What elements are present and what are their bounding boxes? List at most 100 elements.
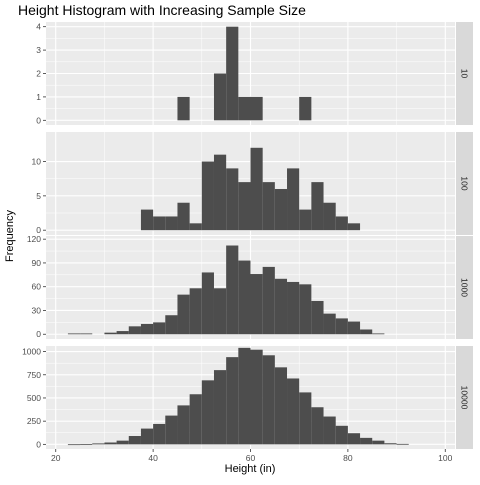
histogram-bar (287, 282, 299, 334)
y-tick-label: 0 (36, 439, 41, 449)
histogram-bar (299, 284, 311, 334)
histogram-bar (251, 350, 263, 445)
histogram-bar (263, 267, 275, 334)
histogram-bar (80, 444, 92, 445)
histogram-bar (117, 441, 129, 445)
histogram-bar (275, 279, 287, 334)
histogram-bar (238, 348, 250, 445)
histogram-bar (251, 274, 263, 334)
histogram-bar (238, 97, 250, 120)
x-tick-label: 60 (246, 453, 256, 463)
x-tick-label: 80 (343, 453, 353, 463)
y-tick-label: 10 (32, 157, 42, 167)
histogram-bar (384, 443, 396, 444)
histogram-bar (153, 216, 165, 230)
y-tick-label: 0 (36, 115, 41, 125)
x-tick-label: 100 (438, 453, 452, 463)
y-tick-label: 2 (36, 69, 41, 79)
chart-title: Height Histogram with Increasing Sample … (18, 2, 306, 18)
histogram-bar (129, 326, 141, 334)
histogram-bar (68, 444, 80, 445)
histogram-bar (129, 436, 141, 444)
histogram-bar (226, 246, 238, 335)
histogram-bar (275, 367, 287, 444)
x-tick-label: 40 (148, 453, 158, 463)
y-tick-label: 0 (36, 329, 41, 339)
histogram-bar (165, 315, 177, 334)
facet-panel-10: 0 1 2 3 4 10 (36, 22, 473, 126)
histogram-bar (263, 182, 275, 230)
histogram-bar (214, 370, 226, 444)
y-tick-label: 750 (27, 370, 41, 380)
histogram-bar (226, 168, 238, 230)
histogram-bar (360, 329, 372, 334)
facet-panel-100: 0 5 10 100 (32, 132, 473, 235)
histogram-bar (141, 210, 153, 231)
histogram-bar (165, 416, 177, 445)
histogram-bar (336, 318, 348, 334)
y-tick-label: 60 (32, 282, 42, 292)
histogram-bar (153, 322, 165, 334)
histogram-bar (226, 27, 238, 121)
y-tick-label: 3 (36, 45, 41, 55)
facet-strip-label: 10000 (460, 386, 470, 410)
histogram-bar (360, 438, 372, 444)
histogram-bar (263, 355, 275, 444)
histogram-bar (177, 97, 189, 120)
histogram-bar (311, 407, 323, 444)
y-tick-label: 120 (27, 234, 41, 244)
y-tick-label: 30 (32, 305, 42, 315)
histogram-bar (190, 394, 202, 444)
histogram-bar (397, 444, 409, 445)
y-tick-label: 4 (36, 22, 41, 32)
histogram-bar (226, 357, 238, 444)
histogram-bar (348, 322, 360, 335)
histogram-bar (275, 189, 287, 230)
y-tick-label: 5 (36, 191, 41, 201)
histogram-bar (324, 314, 336, 335)
histogram-bar (348, 433, 360, 444)
histogram-bar (214, 74, 226, 121)
histogram-bar (202, 380, 214, 444)
histogram-bar (80, 333, 92, 334)
histogram-bar (348, 223, 360, 230)
histogram-bar (336, 426, 348, 445)
histogram-bar (141, 429, 153, 445)
histogram-bar (287, 168, 299, 230)
histogram-bar (104, 333, 116, 335)
facet-strip-label: 100 (460, 176, 470, 190)
histogram-bar (104, 443, 116, 445)
histogram-bar (177, 203, 189, 230)
histogram-bar (117, 331, 129, 334)
y-tick-label: 90 (32, 258, 42, 268)
histogram-bar (299, 97, 311, 120)
histogram-bar (324, 203, 336, 230)
histogram-bar (165, 216, 177, 230)
histogram-bar (141, 324, 153, 334)
histogram-bar (190, 223, 202, 230)
histogram-bar (372, 333, 384, 334)
histogram-bar (153, 424, 165, 444)
facet-panel-10000: 0 250 500 750 1000 10000 (22, 346, 473, 449)
histogram-bar (372, 441, 384, 445)
histogram-bar (324, 417, 336, 445)
histogram-bar (202, 162, 214, 231)
histogram-bar (299, 392, 311, 444)
y-tick-label: 500 (27, 393, 41, 403)
histogram-bar (177, 295, 189, 335)
histogram-bar (251, 148, 263, 230)
histogram-bar (311, 182, 323, 230)
histogram-bar (238, 182, 250, 230)
y-tick-label: 1 (36, 92, 41, 102)
histogram-bar (238, 261, 250, 335)
x-tick-label: 20 (51, 453, 61, 463)
y-tick-label: 1000 (22, 347, 41, 357)
histogram-bar (251, 97, 263, 120)
histogram-bar (287, 378, 299, 444)
facet-panel-1000: 03060901201000 (27, 234, 473, 339)
histogram-bar (68, 333, 80, 334)
histogram-bar (214, 288, 226, 334)
histogram-bar (299, 210, 311, 231)
histogram-bar (202, 272, 214, 334)
